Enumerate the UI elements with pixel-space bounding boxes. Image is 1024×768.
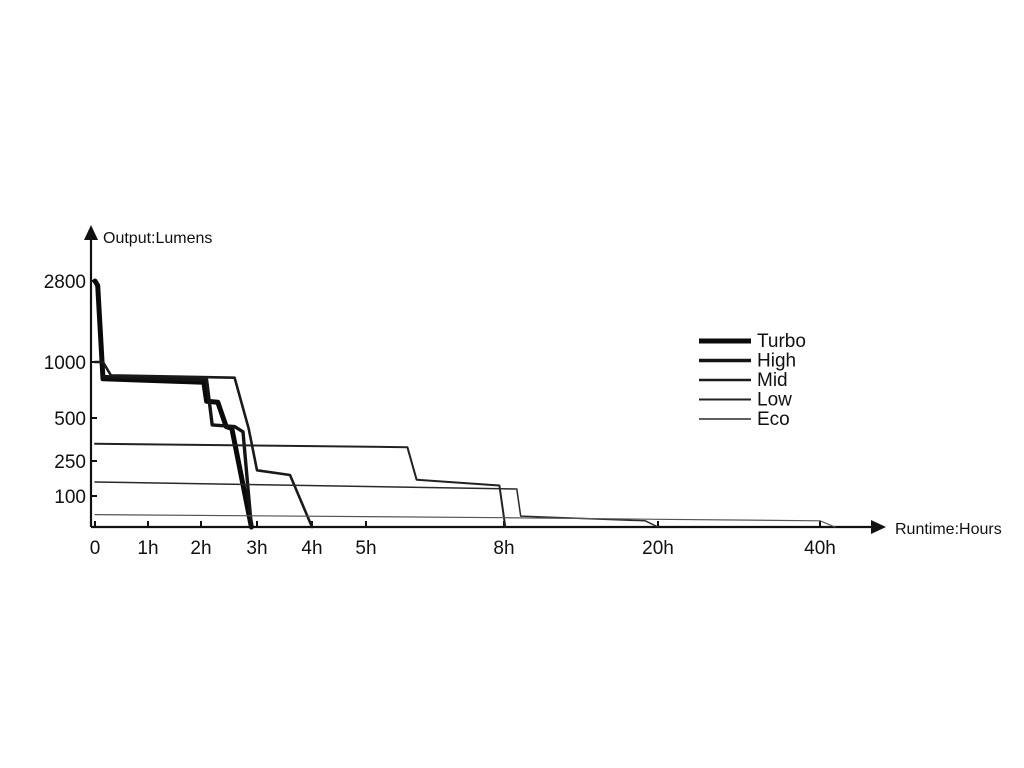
legend-label: Turbo bbox=[757, 331, 806, 352]
y-tick-label: 250 bbox=[54, 452, 86, 473]
series-line-turbo bbox=[92, 278, 254, 530]
y-axis-arrow bbox=[84, 225, 98, 240]
series-line-mid bbox=[93, 360, 314, 529]
x-tick-label: 40h bbox=[804, 538, 836, 559]
legend-label: Mid bbox=[757, 370, 788, 391]
legend-label: High bbox=[757, 351, 796, 372]
x-tick-group: 0 1h 2h 3h 4h 5h 8h 20h 40h bbox=[90, 521, 836, 559]
series-group bbox=[92, 278, 836, 530]
x-tick-label: 1h bbox=[137, 538, 158, 559]
y-tick-label: 100 bbox=[54, 487, 86, 508]
y-tick-label: 2800 bbox=[44, 272, 86, 293]
x-tick-label: 0 bbox=[90, 538, 101, 559]
x-tick-label: 2h bbox=[190, 538, 211, 559]
x-tick-label: 4h bbox=[301, 538, 322, 559]
x-tick-label: 5h bbox=[355, 538, 376, 559]
x-axis-arrow bbox=[871, 520, 886, 534]
legend-label: Eco bbox=[757, 409, 790, 430]
y-tick-group: 2800 1000 500 250 100 bbox=[44, 272, 97, 508]
series-line-eco bbox=[94, 481, 659, 528]
y-tick-label: 500 bbox=[54, 409, 86, 430]
series-line-extra-5 bbox=[94, 514, 836, 528]
legend-label: Low bbox=[757, 390, 792, 411]
x-tick-label: 3h bbox=[246, 538, 267, 559]
x-tick-label: 20h bbox=[642, 538, 674, 559]
chart-axes bbox=[84, 225, 886, 534]
series-line-high bbox=[101, 374, 254, 529]
series-line-low bbox=[94, 442, 507, 528]
x-tick-label: 8h bbox=[493, 538, 514, 559]
x-axis-title: Runtime:Hours bbox=[895, 521, 1002, 538]
y-axis-title: Output:Lumens bbox=[103, 230, 212, 247]
y-tick-label: 1000 bbox=[44, 353, 86, 374]
